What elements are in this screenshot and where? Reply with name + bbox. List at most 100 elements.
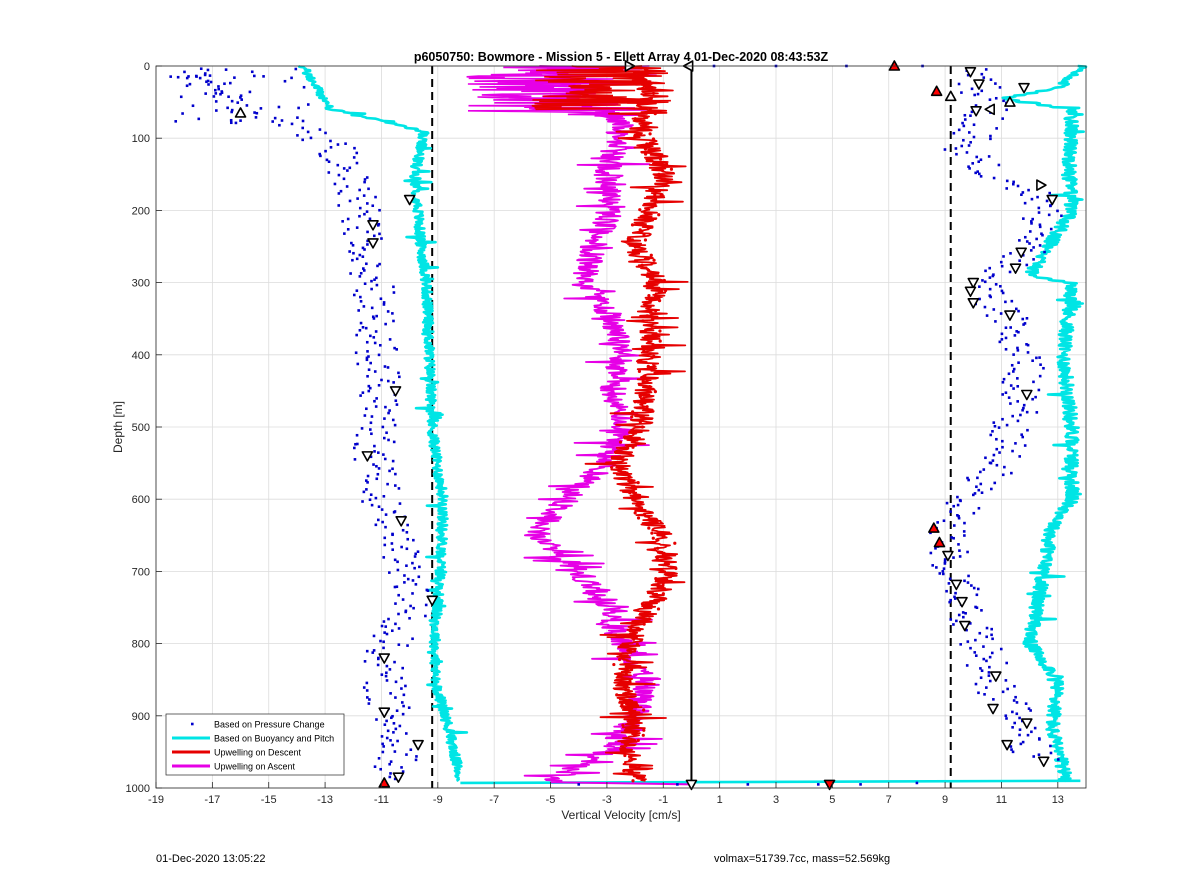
pressure-ascent-point: [1018, 455, 1022, 458]
x-tick-label: -11: [374, 794, 389, 806]
y-tick-label: 400: [132, 350, 150, 362]
pressure-ascent-point: [988, 287, 992, 291]
upwelling-descent-point: [653, 192, 657, 197]
upwelling-descent-point: [631, 779, 635, 783]
pressure-descent-point: [254, 116, 258, 119]
pressure-descent-point: [374, 523, 378, 527]
upwelling-descent-point: [662, 551, 666, 555]
glider-event-marker: [426, 595, 438, 607]
pressure-descent-point: [364, 326, 368, 330]
pressure-ascent-point: [952, 556, 955, 559]
pressure-descent-point: [385, 431, 388, 435]
pressure-ascent-point: [966, 476, 969, 480]
upwelling-descent-point: [628, 491, 632, 495]
pressure-ascent-point: [1001, 439, 1004, 443]
pressure-ascent-point: [1001, 291, 1005, 295]
pressure-descent-point: [353, 458, 357, 461]
pressure-ascent-point: [1040, 232, 1043, 236]
pressure-descent-point: [412, 538, 415, 542]
pressure-descent-point: [369, 361, 372, 365]
pressure-descent-point: [375, 283, 379, 287]
upwelling-descent-point: [649, 253, 653, 257]
pressure-descent-point: [386, 379, 390, 383]
pressure-surface-point: [212, 95, 216, 98]
pressure-ascent-point: [952, 623, 955, 626]
upwelling-descent-point: [662, 587, 667, 591]
marker-layer: [234, 60, 1058, 791]
pressure-ascent-point: [1027, 707, 1031, 710]
upwelling-descent-point: [624, 743, 628, 748]
pressure-descent-point: [378, 208, 381, 212]
upwelling-descent-point: [637, 369, 642, 374]
pressure-ascent-point: [1022, 406, 1025, 410]
pressure-surface-point: [297, 106, 300, 110]
upwelling-descent-point: [633, 647, 637, 651]
glider-event-marker: [1009, 263, 1022, 274]
pressure-descent-point: [350, 241, 353, 245]
pressure-ascent-point: [976, 92, 980, 96]
upwelling-descent-point: [638, 127, 642, 131]
pressure-descent-point: [375, 464, 378, 468]
pressure-descent-point: [364, 479, 368, 482]
pressure-descent-point: [382, 301, 386, 304]
upwelling-descent-point: [630, 486, 634, 490]
upwelling-descent-point: [647, 293, 651, 298]
pressure-descent-point: [375, 397, 378, 400]
upwelling-descent-point: [642, 233, 646, 237]
pressure-ascent-point: [975, 485, 978, 489]
pressure-descent-point: [383, 417, 386, 420]
pressure-descent-point: [403, 581, 406, 584]
upwelling-descent-point: [661, 582, 665, 586]
y-tick-label: 200: [132, 205, 150, 217]
pressure-surface-point: [229, 121, 233, 125]
pressure-descent-point: [359, 271, 363, 275]
glider-event-marker: [984, 103, 995, 116]
glider-event-marker: [1021, 389, 1033, 401]
pressure-surface-point: [277, 105, 281, 109]
pressure-ascent-point: [1021, 317, 1025, 321]
pressure-ascent-point: [982, 657, 986, 661]
pressure-descent-point: [384, 525, 387, 529]
pressure-descent-point: [358, 214, 361, 218]
pressure-ascent-point: [998, 340, 1002, 344]
pressure-ascent-point: [1020, 433, 1023, 436]
pressure-ascent-point: [1002, 99, 1005, 103]
upwelling-descent-point: [656, 607, 661, 611]
pressure-descent-point: [382, 453, 385, 456]
pressure-ascent-point: [1037, 211, 1041, 214]
pressure-descent-point: [363, 212, 366, 216]
pressure-ascent-point: [1015, 330, 1018, 333]
pressure-descent-point: [205, 80, 208, 84]
pressure-ascent-point: [976, 587, 980, 591]
pressure-descent-point: [402, 704, 405, 708]
pressure-ascent-point: [1004, 391, 1008, 395]
upwelling-descent-point: [650, 324, 654, 328]
pressure-descent-point: [391, 418, 395, 422]
pressure-ascent-point: [952, 131, 956, 135]
pressure-descent-point: [245, 104, 249, 107]
pressure-ascent-point: [1022, 217, 1025, 220]
pressure-ascent-point: [1001, 393, 1004, 396]
pressure-descent-point: [359, 300, 363, 303]
pressure-descent-point: [363, 248, 366, 251]
pressure-descent-point: [372, 336, 376, 339]
pressure-ascent-point: [979, 158, 983, 162]
pressure-descent-point: [370, 279, 373, 283]
pressure-ascent-point: [1005, 108, 1008, 112]
upwelling-descent-point: [624, 688, 628, 692]
pressure-ascent-point: [968, 131, 971, 134]
pressure-descent-point: [382, 556, 386, 559]
pressure-descent-point: [389, 772, 392, 775]
pressure-surface-point: [214, 100, 218, 103]
pressure-descent-point: [366, 230, 369, 234]
pressure-ascent-point: [943, 148, 947, 151]
pressure-ascent-point: [967, 574, 970, 578]
pressure-ascent-point: [974, 638, 977, 642]
pressure-ascent-point: [966, 73, 970, 77]
pressure-ascent-point: [1009, 402, 1012, 405]
upwelling-descent-point: [623, 470, 627, 475]
pressure-descent-point: [301, 126, 305, 130]
pressure-ascent-point: [980, 669, 984, 673]
pressure-ascent-point: [1045, 199, 1049, 203]
